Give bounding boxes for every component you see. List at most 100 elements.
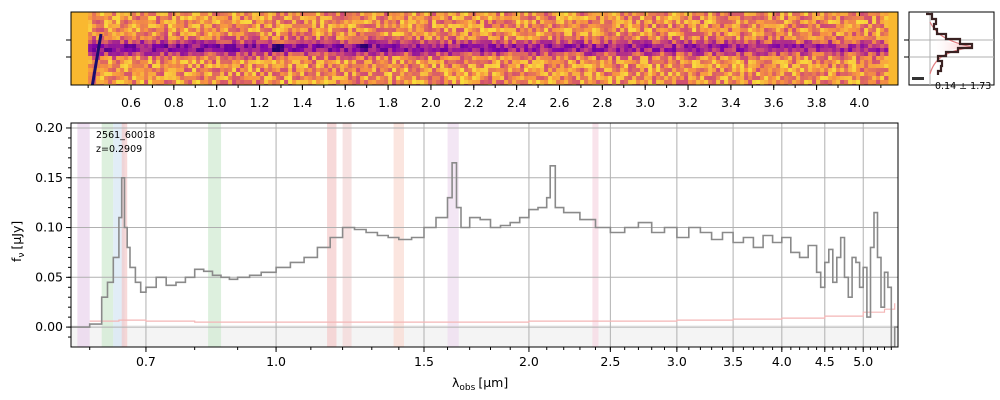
heatmap-cell	[124, 36, 129, 41]
heatmap-cell	[664, 44, 669, 49]
heatmap-cell	[772, 32, 777, 37]
heatmap-cell	[804, 12, 809, 17]
heatmap-cell	[388, 76, 393, 81]
heatmap-cell	[540, 24, 545, 29]
heatmap-cell	[724, 24, 729, 29]
heatmap-cell	[388, 72, 393, 77]
heatmap-cell	[168, 64, 173, 69]
heatmap-cell	[264, 24, 269, 29]
heatmap-cell	[116, 72, 121, 77]
heatmap-cell	[340, 56, 345, 61]
heatmap-cell	[384, 12, 389, 17]
heatmap-cell	[644, 12, 649, 17]
heatmap-cell	[448, 24, 453, 29]
heatmap-cell	[112, 64, 117, 69]
heatmap-cell	[108, 52, 113, 57]
heatmap-cell	[872, 12, 877, 17]
heatmap-cell	[776, 20, 781, 25]
heatmap-cell	[508, 32, 513, 37]
heatmap-cell	[88, 68, 93, 73]
heatmap-cell	[376, 56, 381, 61]
heatmap-cell	[604, 52, 609, 57]
heatmap-cell	[720, 16, 725, 21]
heatmap-cell	[716, 64, 721, 69]
heatmap-cell	[284, 56, 289, 61]
heatmap-cell	[840, 12, 845, 17]
heatmap-cell	[880, 52, 885, 57]
heatmap-cell	[292, 56, 297, 61]
heatmap-cell	[852, 64, 857, 69]
heatmap-cell	[484, 32, 489, 37]
heatmap-cell	[540, 32, 545, 37]
heatmap-cell	[504, 32, 509, 37]
heatmap-cell	[144, 52, 149, 57]
heatmap-cell	[400, 20, 405, 25]
heatmap-cell	[224, 20, 229, 25]
heatmap-cell	[504, 24, 509, 29]
heatmap-cell	[272, 72, 277, 77]
heatmap-cell	[628, 68, 633, 73]
heatmap-cell	[372, 44, 377, 49]
heatmap-cell	[88, 40, 93, 45]
heatmap-cell	[720, 56, 725, 61]
heatmap-cell	[840, 72, 845, 77]
heatmap-cell	[740, 28, 745, 33]
heatmap-cell	[588, 36, 593, 41]
heatmap-cell	[504, 40, 509, 45]
heatmap-cell	[444, 72, 449, 77]
heatmap-cell	[604, 24, 609, 29]
heatmap-cell	[152, 80, 157, 85]
heatmap-cell	[712, 48, 717, 53]
heatmap-cell	[680, 32, 685, 37]
heatmap-cell	[324, 28, 329, 33]
heatmap-cell	[132, 16, 137, 21]
heatmap-cell	[768, 32, 773, 37]
heatmap-cell	[424, 68, 429, 73]
heatmap-cell	[512, 56, 517, 61]
heatmap-cell	[364, 76, 369, 81]
heatmap-cell	[240, 32, 245, 37]
heatmap-cell	[428, 48, 433, 53]
heatmap-cell	[676, 28, 681, 33]
heatmap-cell	[744, 80, 749, 85]
heatmap-cell	[552, 64, 557, 69]
heatmap-cell	[176, 24, 181, 29]
heatmap-cell	[660, 80, 665, 85]
heatmap-cell	[788, 76, 793, 81]
heatmap-cell	[816, 72, 821, 77]
heatmap-cell	[472, 76, 477, 81]
heatmap-cell	[704, 16, 709, 21]
heatmap-cell	[292, 24, 297, 29]
heatmap-cell	[200, 36, 205, 41]
heatmap-cell	[808, 16, 813, 21]
heatmap-cell	[656, 12, 661, 17]
heatmap-cell	[480, 12, 485, 17]
heatmap-cell	[740, 80, 745, 85]
heatmap-cell	[244, 40, 249, 45]
heatmap-cell	[752, 36, 757, 41]
heatmap-cell	[824, 36, 829, 41]
heatmap-cell	[708, 24, 713, 29]
heatmap-cell	[576, 28, 581, 33]
heatmap-cell	[288, 68, 293, 73]
heatmap-cell	[388, 24, 393, 29]
heatmap-cell	[416, 64, 421, 69]
heatmap-cell	[400, 36, 405, 41]
heatmap-cell	[148, 72, 153, 77]
heatmap-cell	[712, 20, 717, 25]
heatmap-cell	[884, 32, 889, 37]
spectrum-2d-x-axis: 0.6 0.8 1.0 1.2 1.4 1.6 1.8 2.0 2.2 2.4 2.6 2.8 3.0 3…	[87, 12, 882, 110]
heatmap-cell	[228, 52, 233, 57]
heatmap-cell	[676, 72, 681, 77]
heatmap-cell	[312, 12, 317, 17]
heatmap-cell	[688, 32, 693, 37]
heatmap-cell	[624, 80, 629, 85]
heatmap-cell	[844, 16, 849, 21]
heatmap-cell	[356, 56, 361, 61]
heatmap-cell	[340, 64, 345, 69]
heatmap-cell	[624, 72, 629, 77]
heatmap-cell	[380, 72, 385, 77]
heatmap-cell	[352, 12, 357, 17]
heatmap-cell	[676, 16, 681, 21]
heatmap-cell	[796, 68, 801, 73]
